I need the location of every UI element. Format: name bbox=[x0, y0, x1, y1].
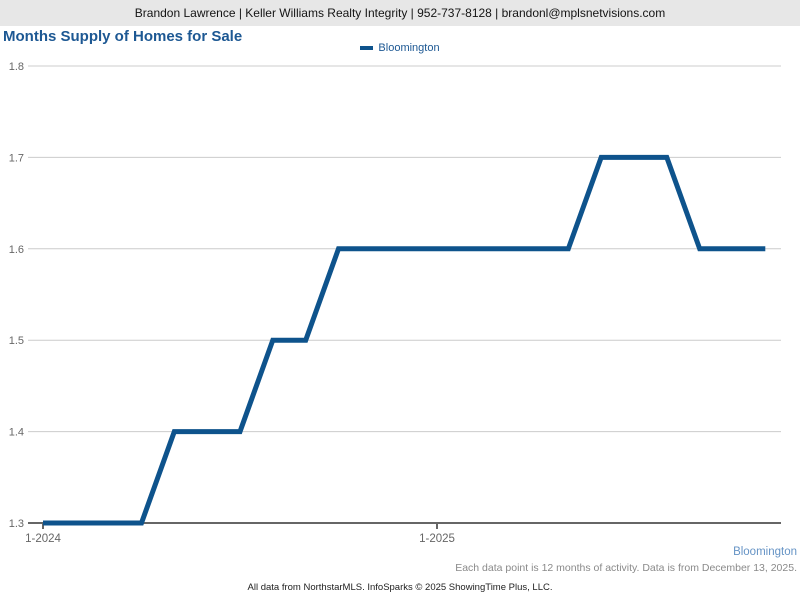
y-axis-tick-label: 1.7 bbox=[9, 152, 24, 164]
legend: Bloomington bbox=[0, 41, 800, 55]
footer-series-label: Bloomington bbox=[733, 546, 797, 558]
chart-title: Months Supply of Homes for Sale bbox=[3, 28, 243, 45]
x-axis-tick-label: 1-2025 bbox=[419, 533, 455, 545]
attribution-text: All data from NorthstarMLS. InfoSparks ©… bbox=[247, 582, 553, 593]
y-axis-tick-label: 1.8 bbox=[9, 61, 24, 73]
contact-header-text: Brandon Lawrence | Keller Williams Realt… bbox=[134, 6, 666, 20]
y-axis-tick-label: 1.5 bbox=[9, 335, 24, 347]
bloomington-series-line bbox=[43, 154, 766, 526]
legend-series-label: Bloomington bbox=[378, 42, 440, 54]
legend-line-swatch bbox=[360, 46, 374, 50]
contact-header: Brandon Lawrence | Keller Williams Realt… bbox=[0, 0, 800, 26]
y-axis-tick-label: 1.6 bbox=[9, 244, 24, 256]
data-note: Each data point is 12 months of activity… bbox=[455, 562, 797, 574]
x-axis-tick-label: 1-2024 bbox=[25, 533, 61, 545]
y-axis-tick-label: 1.4 bbox=[9, 427, 24, 439]
y-axis-tick-label: 1.3 bbox=[9, 518, 24, 530]
